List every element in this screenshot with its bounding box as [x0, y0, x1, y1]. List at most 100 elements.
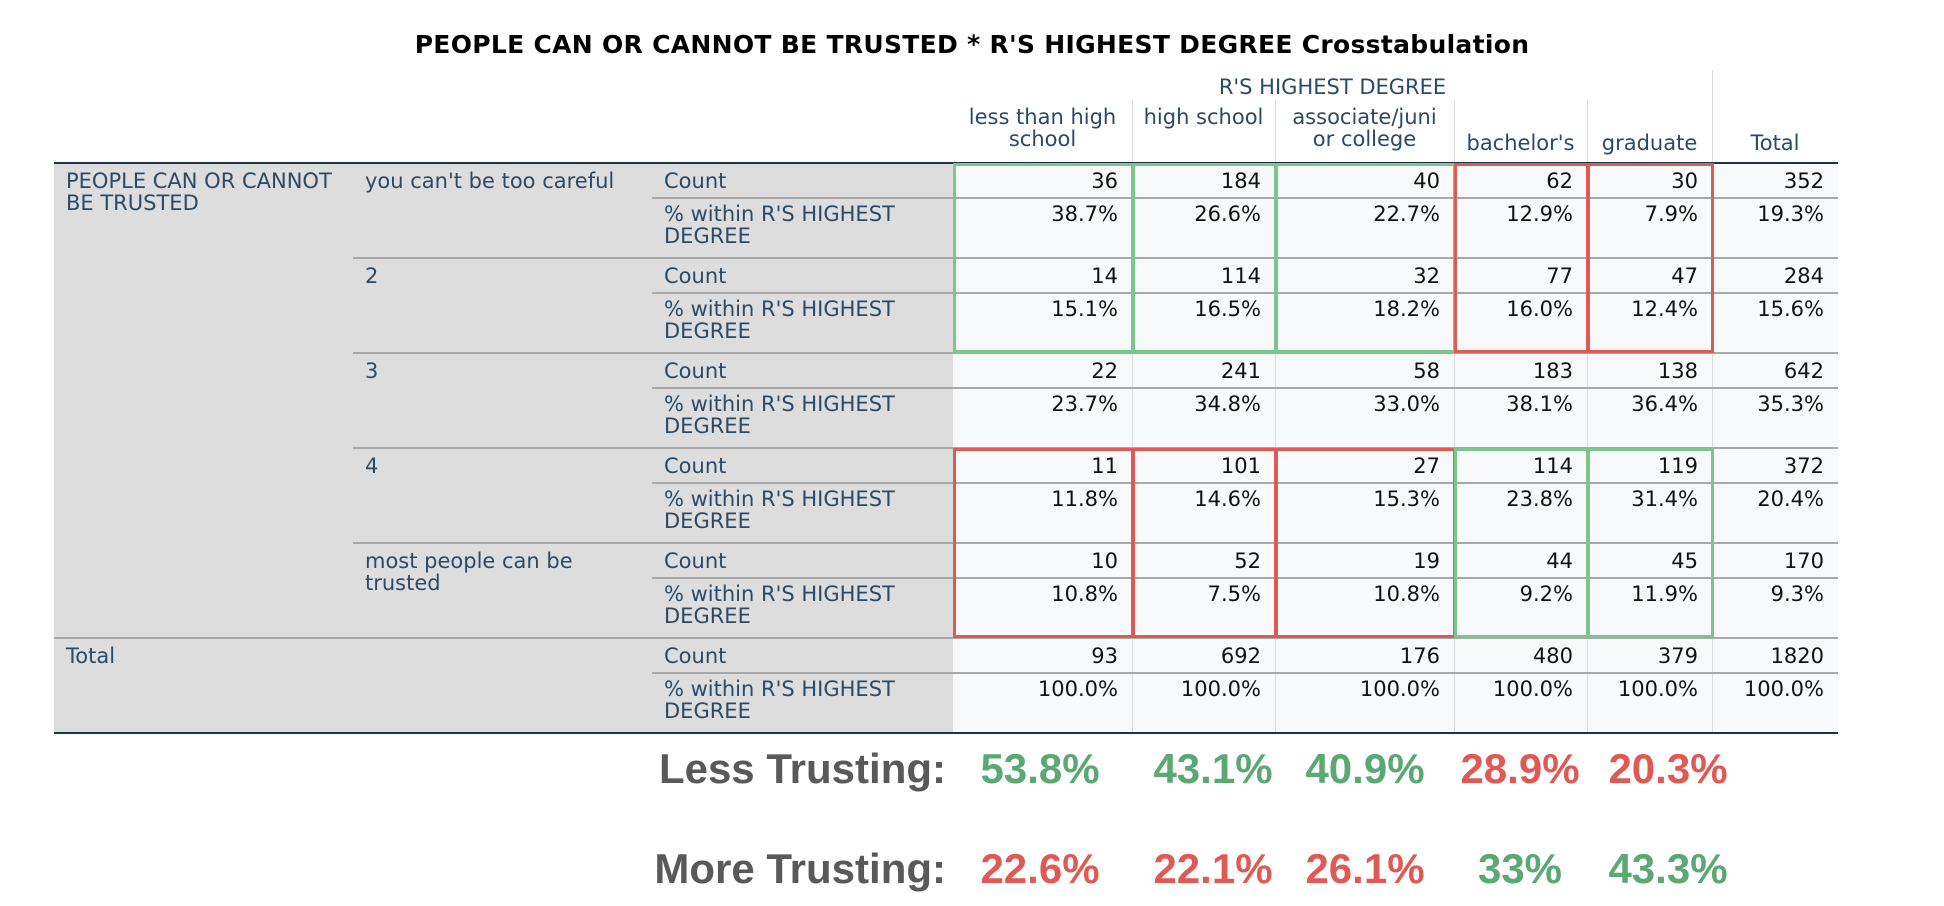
pct-cell: 26.6%	[1194, 202, 1261, 226]
highlight-box-more-trusting	[1454, 448, 1589, 638]
pct-cell: 20.4%	[1757, 487, 1824, 511]
count-cell: 40	[1413, 169, 1440, 193]
pct-cell: 11.9%	[1631, 582, 1698, 606]
count-cell: 10	[1091, 549, 1118, 573]
count-cell: 44	[1546, 549, 1573, 573]
stat-label-count: Count	[664, 454, 727, 478]
count-cell: 114	[1220, 264, 1261, 288]
pct-cell: 12.4%	[1631, 297, 1698, 321]
highlight-box-more-trusting	[1275, 448, 1456, 638]
stat-row-rule	[652, 292, 1838, 294]
pct-cell: 33.0%	[1373, 392, 1440, 416]
column-separator	[1712, 70, 1713, 733]
pct-cell: 100.0%	[1743, 677, 1824, 701]
pct-cell: 10.8%	[1051, 582, 1118, 606]
count-cell: 480	[1532, 644, 1573, 668]
pct-cell: 9.3%	[1770, 582, 1824, 606]
pct-cell: 11.8%	[1051, 487, 1118, 511]
count-cell: 176	[1399, 644, 1440, 668]
count-cell: 93	[1091, 644, 1118, 668]
column-header: graduate	[1601, 131, 1698, 155]
count-cell: 101	[1220, 454, 1261, 478]
column-separator	[1587, 100, 1588, 733]
summary-label: Less Trusting:	[658, 745, 946, 792]
stat-label-count: Count	[664, 549, 727, 573]
pct-cell: 16.0%	[1506, 297, 1573, 321]
count-cell: 11	[1091, 454, 1118, 478]
count-cell: 27	[1413, 454, 1440, 478]
count-cell: 170	[1783, 549, 1824, 573]
pct-cell: 23.8%	[1506, 487, 1573, 511]
highlight-box-less-trusting	[1587, 163, 1714, 353]
pct-cell: 15.6%	[1757, 297, 1824, 321]
row-group-rule	[353, 257, 1838, 259]
pct-cell: 14.6%	[1194, 487, 1261, 511]
pct-cell: 36.4%	[1631, 392, 1698, 416]
count-cell: 284	[1783, 264, 1824, 288]
count-cell: 62	[1546, 169, 1573, 193]
stat-label-count: Count	[664, 359, 727, 383]
count-cell: 642	[1783, 359, 1824, 383]
row-label: 2	[365, 264, 379, 288]
pct-cell: 31.4%	[1631, 487, 1698, 511]
column-separator	[1132, 100, 1133, 733]
column-header: associate/juni or college	[1292, 105, 1437, 151]
count-cell: 77	[1546, 264, 1573, 288]
pct-cell: 100.0%	[1037, 677, 1118, 701]
count-cell: 52	[1234, 549, 1261, 573]
stat-label-pct: % within R'S HIGHEST DEGREE	[664, 487, 895, 533]
pct-cell: 15.3%	[1373, 487, 1440, 511]
highlight-box-less-trusting	[1132, 163, 1277, 353]
pct-cell: 34.8%	[1194, 392, 1261, 416]
highlight-box-more-trusting	[1587, 448, 1714, 638]
count-cell: 119	[1657, 454, 1698, 478]
count-cell: 58	[1413, 359, 1440, 383]
count-cell: 372	[1783, 454, 1824, 478]
row-label: 4	[365, 454, 379, 478]
count-cell: 138	[1657, 359, 1698, 383]
summary-value: 43.1%	[1153, 745, 1273, 792]
pct-cell: 19.3%	[1757, 202, 1824, 226]
pct-cell: 7.5%	[1207, 582, 1261, 606]
column-header: high school	[1143, 105, 1264, 129]
stat-label-count: Count	[664, 644, 727, 668]
pct-cell: 16.5%	[1194, 297, 1261, 321]
pct-cell: 38.7%	[1051, 202, 1118, 226]
header-rule	[54, 162, 1838, 164]
stat-label-count: Count	[664, 169, 727, 193]
row-group-rule	[353, 352, 1838, 354]
stat-row-rule	[652, 672, 1838, 674]
count-cell: 352	[1783, 169, 1824, 193]
pct-cell: 100.0%	[1492, 677, 1573, 701]
count-cell: 692	[1220, 644, 1261, 668]
summary-value: 33%	[1477, 845, 1563, 892]
summary-value: 28.9%	[1460, 745, 1580, 792]
stat-label-pct: % within R'S HIGHEST DEGREE	[664, 582, 895, 628]
total-rule	[54, 637, 1838, 639]
count-cell: 183	[1532, 359, 1573, 383]
highlight-box-less-trusting	[1454, 163, 1589, 353]
summary-value: 53.8%	[980, 745, 1100, 792]
count-cell: 32	[1413, 264, 1440, 288]
pct-cell: 10.8%	[1373, 582, 1440, 606]
stat-label-pct: % within R'S HIGHEST DEGREE	[664, 297, 895, 343]
total-label: Total	[66, 644, 116, 668]
col-group-header: R'S HIGHEST DEGREE	[1218, 75, 1447, 99]
count-cell: 36	[1091, 169, 1118, 193]
pct-cell: 100.0%	[1359, 677, 1440, 701]
stat-row-rule	[652, 482, 1838, 484]
row-label: you can't be too careful	[365, 169, 615, 193]
highlight-box-more-trusting	[953, 448, 1134, 638]
summary-value: 22.6%	[980, 845, 1100, 892]
row-group-rule	[353, 542, 1838, 544]
pct-cell: 18.2%	[1373, 297, 1440, 321]
stat-row-rule	[652, 387, 1838, 389]
pct-cell: 100.0%	[1180, 677, 1261, 701]
table-bottom-rule	[54, 732, 1838, 734]
count-cell: 30	[1671, 169, 1698, 193]
highlight-box-more-trusting	[1132, 448, 1277, 638]
count-cell: 14	[1091, 264, 1118, 288]
highlight-box-less-trusting	[1275, 163, 1456, 353]
summary-value: 26.1%	[1305, 845, 1425, 892]
summary-value: 22.1%	[1153, 845, 1273, 892]
